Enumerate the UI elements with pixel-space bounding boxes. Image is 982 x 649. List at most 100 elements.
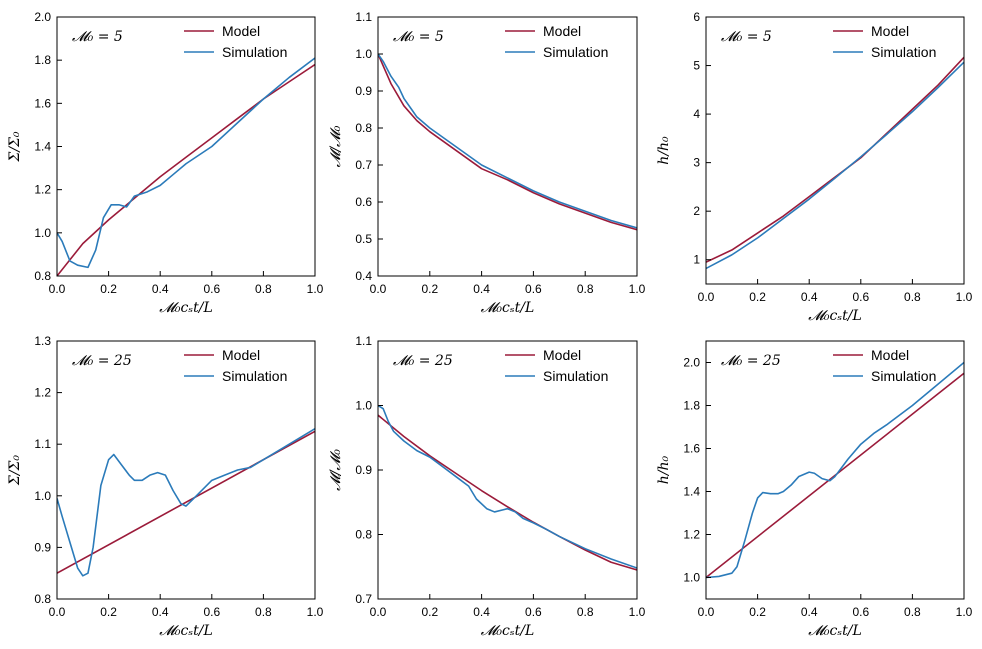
y-tick-label: 1.4 bbox=[34, 140, 51, 154]
y-tick-label: 1.3 bbox=[34, 334, 51, 348]
x-tick-label: 1.0 bbox=[629, 605, 646, 619]
simulation-line bbox=[706, 61, 964, 270]
model-line bbox=[57, 63, 315, 276]
x-tick-label: 1.0 bbox=[956, 290, 973, 304]
x-tick-label: 0.6 bbox=[852, 605, 869, 619]
x-axis-label: 𝓜₀cₛt/L bbox=[481, 300, 535, 316]
x-axis-label: 𝓜₀cₛt/L bbox=[481, 623, 535, 639]
y-tick-label: 1.2 bbox=[34, 183, 51, 197]
x-tick-label: 1.0 bbox=[307, 282, 324, 296]
panel-mach-label: 𝓜₀ = 25 bbox=[393, 353, 453, 369]
x-axis-label: 𝓜₀cₛt/L bbox=[808, 308, 862, 324]
x-tick-label: 0.4 bbox=[473, 282, 490, 296]
y-axis-label: 𝓜/𝓜₀ bbox=[328, 449, 344, 491]
simulation-legend-label: Simulation bbox=[222, 368, 287, 384]
y-tick-label: 1.8 bbox=[683, 399, 700, 413]
model-line bbox=[706, 56, 964, 263]
y-axis-label: Σ/Σ₀ bbox=[7, 455, 23, 487]
y-tick-label: 5 bbox=[693, 59, 700, 73]
y-tick-label: 1.0 bbox=[355, 47, 372, 61]
simulation-legend-label: Simulation bbox=[543, 44, 608, 60]
y-tick-label: 1.6 bbox=[34, 96, 51, 110]
y-tick-label: 1.8 bbox=[34, 53, 51, 67]
y-tick-label: 1.0 bbox=[355, 399, 372, 413]
y-axis-label: h/h₀ bbox=[656, 455, 672, 484]
x-axis-label: 𝓜₀cₛt/L bbox=[159, 623, 213, 639]
legend: Model Simulation bbox=[505, 347, 608, 384]
y-tick-label: 0.4 bbox=[355, 269, 372, 283]
y-tick-label: 1.1 bbox=[355, 10, 372, 24]
y-axis-label: Σ/Σ₀ bbox=[7, 131, 23, 163]
y-tick-label: 1.0 bbox=[34, 489, 51, 503]
y-tick-label: 1.0 bbox=[683, 571, 700, 585]
x-tick-label: 0.2 bbox=[421, 282, 438, 296]
panel-1: 0.0 0.2 0.4 0.6 0.8 1.0 0.8 1.0 1.2 1.4 1.6 1.8 2.0 𝓜… bbox=[7, 10, 324, 316]
y-tick-label: 0.5 bbox=[355, 232, 372, 246]
y-tick-label: 3 bbox=[693, 156, 700, 170]
legend: Model Simulation bbox=[184, 347, 287, 384]
y-tick-label: 1.1 bbox=[355, 334, 372, 348]
plot-frame bbox=[705, 340, 965, 600]
x-tick-label: 0.0 bbox=[49, 605, 66, 619]
x-tick-label: 0.0 bbox=[370, 605, 387, 619]
x-tick-label: 0.6 bbox=[203, 605, 220, 619]
x-tick-label: 0.8 bbox=[255, 282, 272, 296]
y-tick-label: 0.9 bbox=[355, 463, 372, 477]
y-axis-label: 𝓜/𝓜₀ bbox=[328, 125, 344, 167]
y-tick-label: 4 bbox=[693, 107, 700, 121]
y-tick-label: 1.6 bbox=[683, 442, 700, 456]
model-line bbox=[378, 414, 637, 571]
x-tick-label: 0.4 bbox=[473, 605, 490, 619]
simulation-line bbox=[378, 404, 637, 569]
y-tick-label: 1.0 bbox=[34, 226, 51, 240]
y-tick-label: 1.4 bbox=[683, 485, 700, 499]
x-tick-label: 0.2 bbox=[100, 605, 117, 619]
x-tick-label: 0.4 bbox=[801, 290, 818, 304]
y-tick-label: 2.0 bbox=[34, 10, 51, 24]
model-legend-label: Model bbox=[871, 23, 909, 39]
plot-frame bbox=[705, 16, 965, 285]
y-tick-label: 6 bbox=[693, 10, 700, 24]
y-tick-label: 0.7 bbox=[355, 592, 372, 606]
x-tick-label: 0.8 bbox=[577, 282, 594, 296]
y-tick-label: 0.9 bbox=[355, 84, 372, 98]
legend: Model Simulation bbox=[833, 23, 936, 60]
x-tick-label: 0.4 bbox=[801, 605, 818, 619]
x-tick-label: 0.8 bbox=[255, 605, 272, 619]
model-legend-label: Model bbox=[871, 347, 909, 363]
simulation-line bbox=[706, 361, 964, 579]
y-axis-label: h/h₀ bbox=[656, 136, 672, 165]
panel-mach-label: 𝓜₀ = 5 bbox=[721, 29, 772, 45]
x-tick-label: 0.0 bbox=[698, 290, 715, 304]
simulation-line bbox=[57, 57, 315, 269]
x-tick-label: 0.6 bbox=[203, 282, 220, 296]
y-tick-label: 0.9 bbox=[34, 540, 51, 554]
y-tick-label: 0.8 bbox=[34, 592, 51, 606]
x-tick-label: 0.2 bbox=[749, 290, 766, 304]
model-line bbox=[378, 53, 637, 231]
x-tick-label: 0.4 bbox=[152, 282, 169, 296]
y-tick-label: 2 bbox=[693, 204, 700, 218]
y-tick-label: 0.7 bbox=[355, 158, 372, 172]
x-axis-label: 𝓜₀cₛt/L bbox=[808, 623, 862, 639]
panel-5: 0.0 0.2 0.4 0.6 0.8 1.0 0.7 0.8 0.9 1.0 1.1 𝓜₀cₛt/L… bbox=[328, 334, 646, 639]
x-tick-label: 0.4 bbox=[152, 605, 169, 619]
panel-3: 0.0 0.2 0.4 0.6 0.8 1.0 1 2 3 4 5 6 𝓜₀cₛt/L h/h₀ 𝓜₀ = … bbox=[656, 10, 973, 324]
model-legend-label: Model bbox=[222, 347, 260, 363]
y-tick-label: 1.1 bbox=[34, 437, 51, 451]
plot-frame bbox=[377, 16, 638, 277]
x-tick-label: 0.0 bbox=[698, 605, 715, 619]
panel-mach-label: 𝓜₀ = 5 bbox=[72, 29, 123, 45]
legend: Model Simulation bbox=[505, 23, 608, 60]
x-tick-label: 0.6 bbox=[525, 605, 542, 619]
simulation-line bbox=[378, 53, 637, 229]
panel-mach-label: 𝓜₀ = 25 bbox=[72, 353, 132, 369]
panel-mach-label: 𝓜₀ = 5 bbox=[393, 29, 444, 45]
model-legend-label: Model bbox=[543, 347, 581, 363]
y-tick-label: 1.2 bbox=[683, 528, 700, 542]
legend: Model Simulation bbox=[184, 23, 287, 60]
simulation-line bbox=[57, 428, 315, 577]
legend: Model Simulation bbox=[833, 347, 936, 384]
simulation-legend-label: Simulation bbox=[222, 44, 287, 60]
